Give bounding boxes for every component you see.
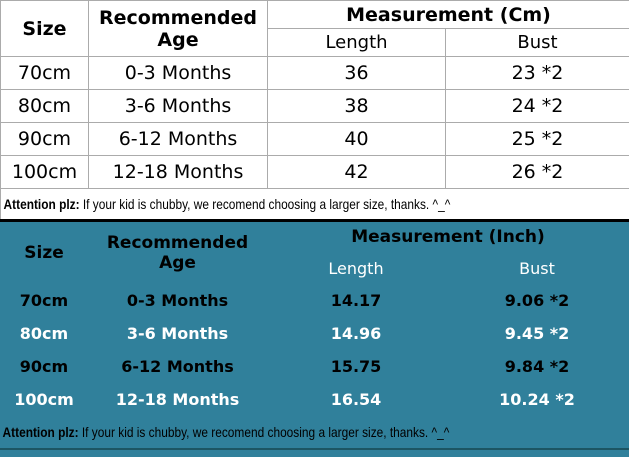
size-cell: 70cm bbox=[0, 56, 89, 90]
inch-measurement-header: Measurement (Inch) bbox=[351, 227, 545, 247]
table-row: 100cm 12-18 Months 42 26 *2 bbox=[0, 155, 629, 189]
cm-size-table: Size Recommended Age Measurement (Cm) Le… bbox=[0, 0, 629, 222]
bust-cell: 26 *2 bbox=[444, 155, 629, 189]
attention-note: Attention plz: If your kid is chubby, we… bbox=[0, 424, 450, 440]
inch-header-row-2: Length Bust bbox=[0, 252, 629, 284]
bust-cell: 9.84 *2 bbox=[504, 357, 570, 376]
length-cell: 38 bbox=[267, 89, 446, 123]
table-row: 100cm 12-18 Months 16.54 10.24 *2 bbox=[0, 383, 629, 416]
table-row: 70cm 0-3 Months 14.17 9.06 *2 bbox=[0, 284, 629, 317]
size-cell: 70cm bbox=[19, 291, 69, 310]
length-cell: 42 bbox=[267, 155, 446, 189]
size-cell: 90cm bbox=[0, 122, 89, 156]
inch-section: Size Recommended Age Measurement (Inch) … bbox=[0, 222, 629, 457]
table-row: 80cm 3-6 Months 14.96 9.45 *2 bbox=[0, 317, 629, 350]
table-row: 90cm 6-12 Months 40 25 *2 bbox=[0, 122, 629, 156]
length-cell: 14.17 bbox=[330, 291, 382, 310]
size-cell: 100cm bbox=[14, 390, 74, 409]
inch-length-header: Length bbox=[328, 258, 384, 278]
size-cell: 80cm bbox=[19, 324, 69, 343]
bust-cell: 9.45 *2 bbox=[504, 324, 570, 343]
attention-label: Attention plz: bbox=[2, 424, 79, 440]
cm-measurement-header: Measurement (Cm) bbox=[266, 0, 629, 29]
bottom-strip bbox=[0, 450, 629, 457]
length-cell: 36 bbox=[267, 56, 446, 90]
age-cell: 12-18 Months bbox=[115, 390, 240, 409]
attention-note: Attention plz: If your kid is chubby, we… bbox=[1, 196, 535, 212]
size-cell: 90cm bbox=[19, 357, 69, 376]
length-cell: 15.75 bbox=[330, 357, 382, 376]
attention-text: If your kid is chubby, we recomend choos… bbox=[79, 196, 451, 212]
attention-label: Attention plz: bbox=[3, 196, 80, 212]
age-cell: 0-3 Months bbox=[88, 56, 268, 90]
length-cell: 16.54 bbox=[330, 390, 382, 409]
size-cell: 100cm bbox=[0, 155, 89, 189]
inch-bust-header: Bust bbox=[519, 258, 555, 278]
inch-attention-row: Attention plz: If your kid is chubby, we… bbox=[0, 416, 629, 448]
age-cell: 6-12 Months bbox=[121, 357, 234, 376]
attention-text: If your kid is chubby, we recomend choos… bbox=[78, 424, 450, 440]
length-cell: 14.96 bbox=[330, 324, 382, 343]
cm-header-row-2: Length Bust bbox=[1, 28, 629, 57]
age-cell: 6-12 Months bbox=[88, 122, 268, 156]
inch-size-table: Size Recommended Age Measurement (Inch) … bbox=[0, 222, 629, 416]
cm-age-header: Recommended Age bbox=[88, 0, 268, 57]
table-row: 70cm 0-3 Months 36 23 *2 bbox=[0, 56, 629, 90]
cm-attention-row: Attention plz: If your kid is chubby, we… bbox=[0, 188, 629, 222]
length-cell: 40 bbox=[267, 122, 446, 156]
size-cell: 80cm bbox=[0, 89, 89, 123]
table-row: 90cm 6-12 Months 15.75 9.84 *2 bbox=[0, 350, 629, 383]
bust-cell: 9.06 *2 bbox=[504, 291, 570, 310]
inch-size-header: Size bbox=[24, 243, 64, 263]
cm-header-row-1: Size Recommended Age Measurement (Cm) bbox=[0, 0, 629, 57]
bottom-divider-line bbox=[0, 448, 629, 450]
cm-length-header: Length bbox=[267, 28, 446, 57]
age-cell: 3-6 Months bbox=[126, 324, 229, 343]
bust-cell: 23 *2 bbox=[444, 56, 629, 90]
cm-size-header: Size bbox=[0, 0, 89, 57]
age-cell: 12-18 Months bbox=[88, 155, 268, 189]
inch-age-header: Recommended Age bbox=[106, 233, 249, 273]
table-row: 80cm 3-6 Months 38 24 *2 bbox=[0, 89, 629, 123]
age-cell: 3-6 Months bbox=[88, 89, 268, 123]
cm-bust-header: Bust bbox=[444, 28, 629, 57]
age-cell: 0-3 Months bbox=[126, 291, 229, 310]
bust-cell: 25 *2 bbox=[444, 122, 629, 156]
bust-cell: 24 *2 bbox=[444, 89, 629, 123]
bust-cell: 10.24 *2 bbox=[499, 390, 575, 409]
inch-header-row-1: Size Recommended Age Measurement (Inch) bbox=[0, 222, 629, 273]
